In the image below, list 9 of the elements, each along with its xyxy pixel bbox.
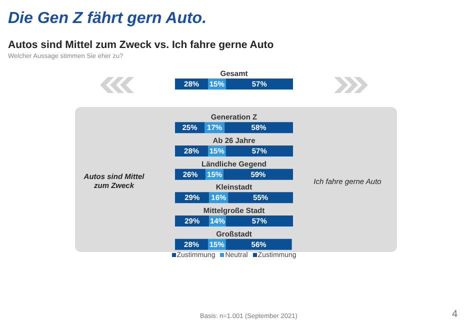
chart-title: Die Gen Z fährt gern Auto. bbox=[8, 10, 207, 28]
bar bbox=[223, 168, 293, 180]
bar bbox=[226, 238, 292, 250]
text: 4 bbox=[452, 309, 458, 320]
chart-subtitle: Autos sind Mittel zum Zweck vs. Ich fahre gerne Auto bbox=[8, 39, 274, 51]
bar bbox=[226, 216, 293, 226]
bar bbox=[224, 122, 293, 134]
bar bbox=[226, 146, 293, 156]
bar bbox=[228, 192, 293, 204]
